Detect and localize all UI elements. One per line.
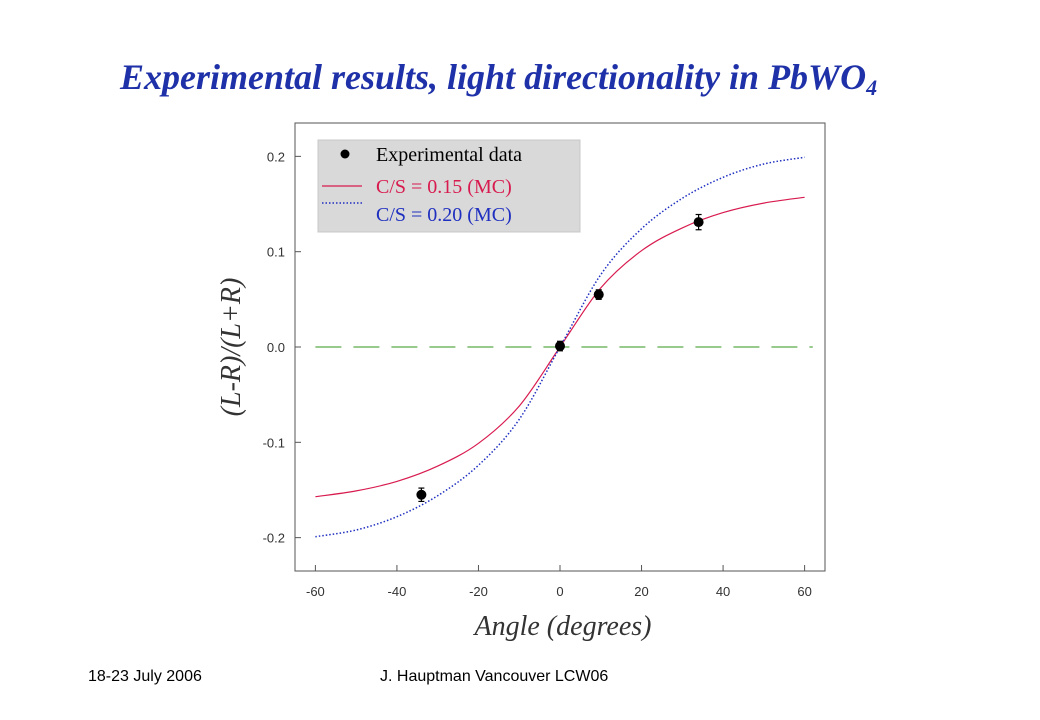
legend-marker-experimental [340, 149, 350, 159]
y-tick-label: 0.1 [267, 245, 285, 260]
x-tick-label: 0 [556, 584, 563, 599]
slide-title-main: Experimental results, light directionali… [120, 57, 867, 97]
x-tick-label: -40 [388, 584, 407, 599]
y-tick-label: 0.2 [267, 149, 285, 164]
slide-title-subscript: 4 [866, 75, 878, 100]
legend-label-cs020: C/S = 0.20 (MC) [376, 204, 512, 226]
x-tick-label: -20 [469, 584, 488, 599]
x-axis-label: Angle (degrees) [473, 611, 652, 642]
data-point [416, 489, 427, 500]
legend-label-cs015: C/S = 0.15 (MC) [376, 176, 512, 198]
x-tick-label: 40 [716, 584, 730, 599]
y-axis-label: (L-R)/(L+R) [216, 278, 247, 417]
x-tick-label: 20 [634, 584, 648, 599]
data-point [555, 341, 565, 352]
x-tick-label: 60 [797, 584, 811, 599]
y-tick-label: -0.1 [263, 435, 285, 450]
data-points [416, 213, 704, 503]
legend-label-experimental: Experimental data [376, 144, 522, 166]
data-point [693, 217, 704, 228]
data-point [593, 289, 604, 300]
x-tick-label: -60 [306, 584, 325, 599]
y-tick-label: -0.2 [263, 531, 285, 546]
slide-title: Experimental results, light directionali… [120, 56, 1000, 101]
chart: -60 -40 -20 0 20 40 60 0.2 0.1 0.0 -0.1 -0.2 Experi… [216, 122, 826, 642]
axes: -60 -40 -20 0 20 40 60 0.2 0.1 0.0 -0.1 -0.2 [263, 149, 812, 599]
footer-date: 18-23 July 2006 [88, 668, 202, 685]
y-tick-label: 0.0 [267, 340, 285, 355]
legend: Experimental data C/S = 0.15 (MC) C/S = … [317, 139, 581, 233]
footer-author: J. Hauptman Vancouver LCW06 [380, 668, 609, 685]
